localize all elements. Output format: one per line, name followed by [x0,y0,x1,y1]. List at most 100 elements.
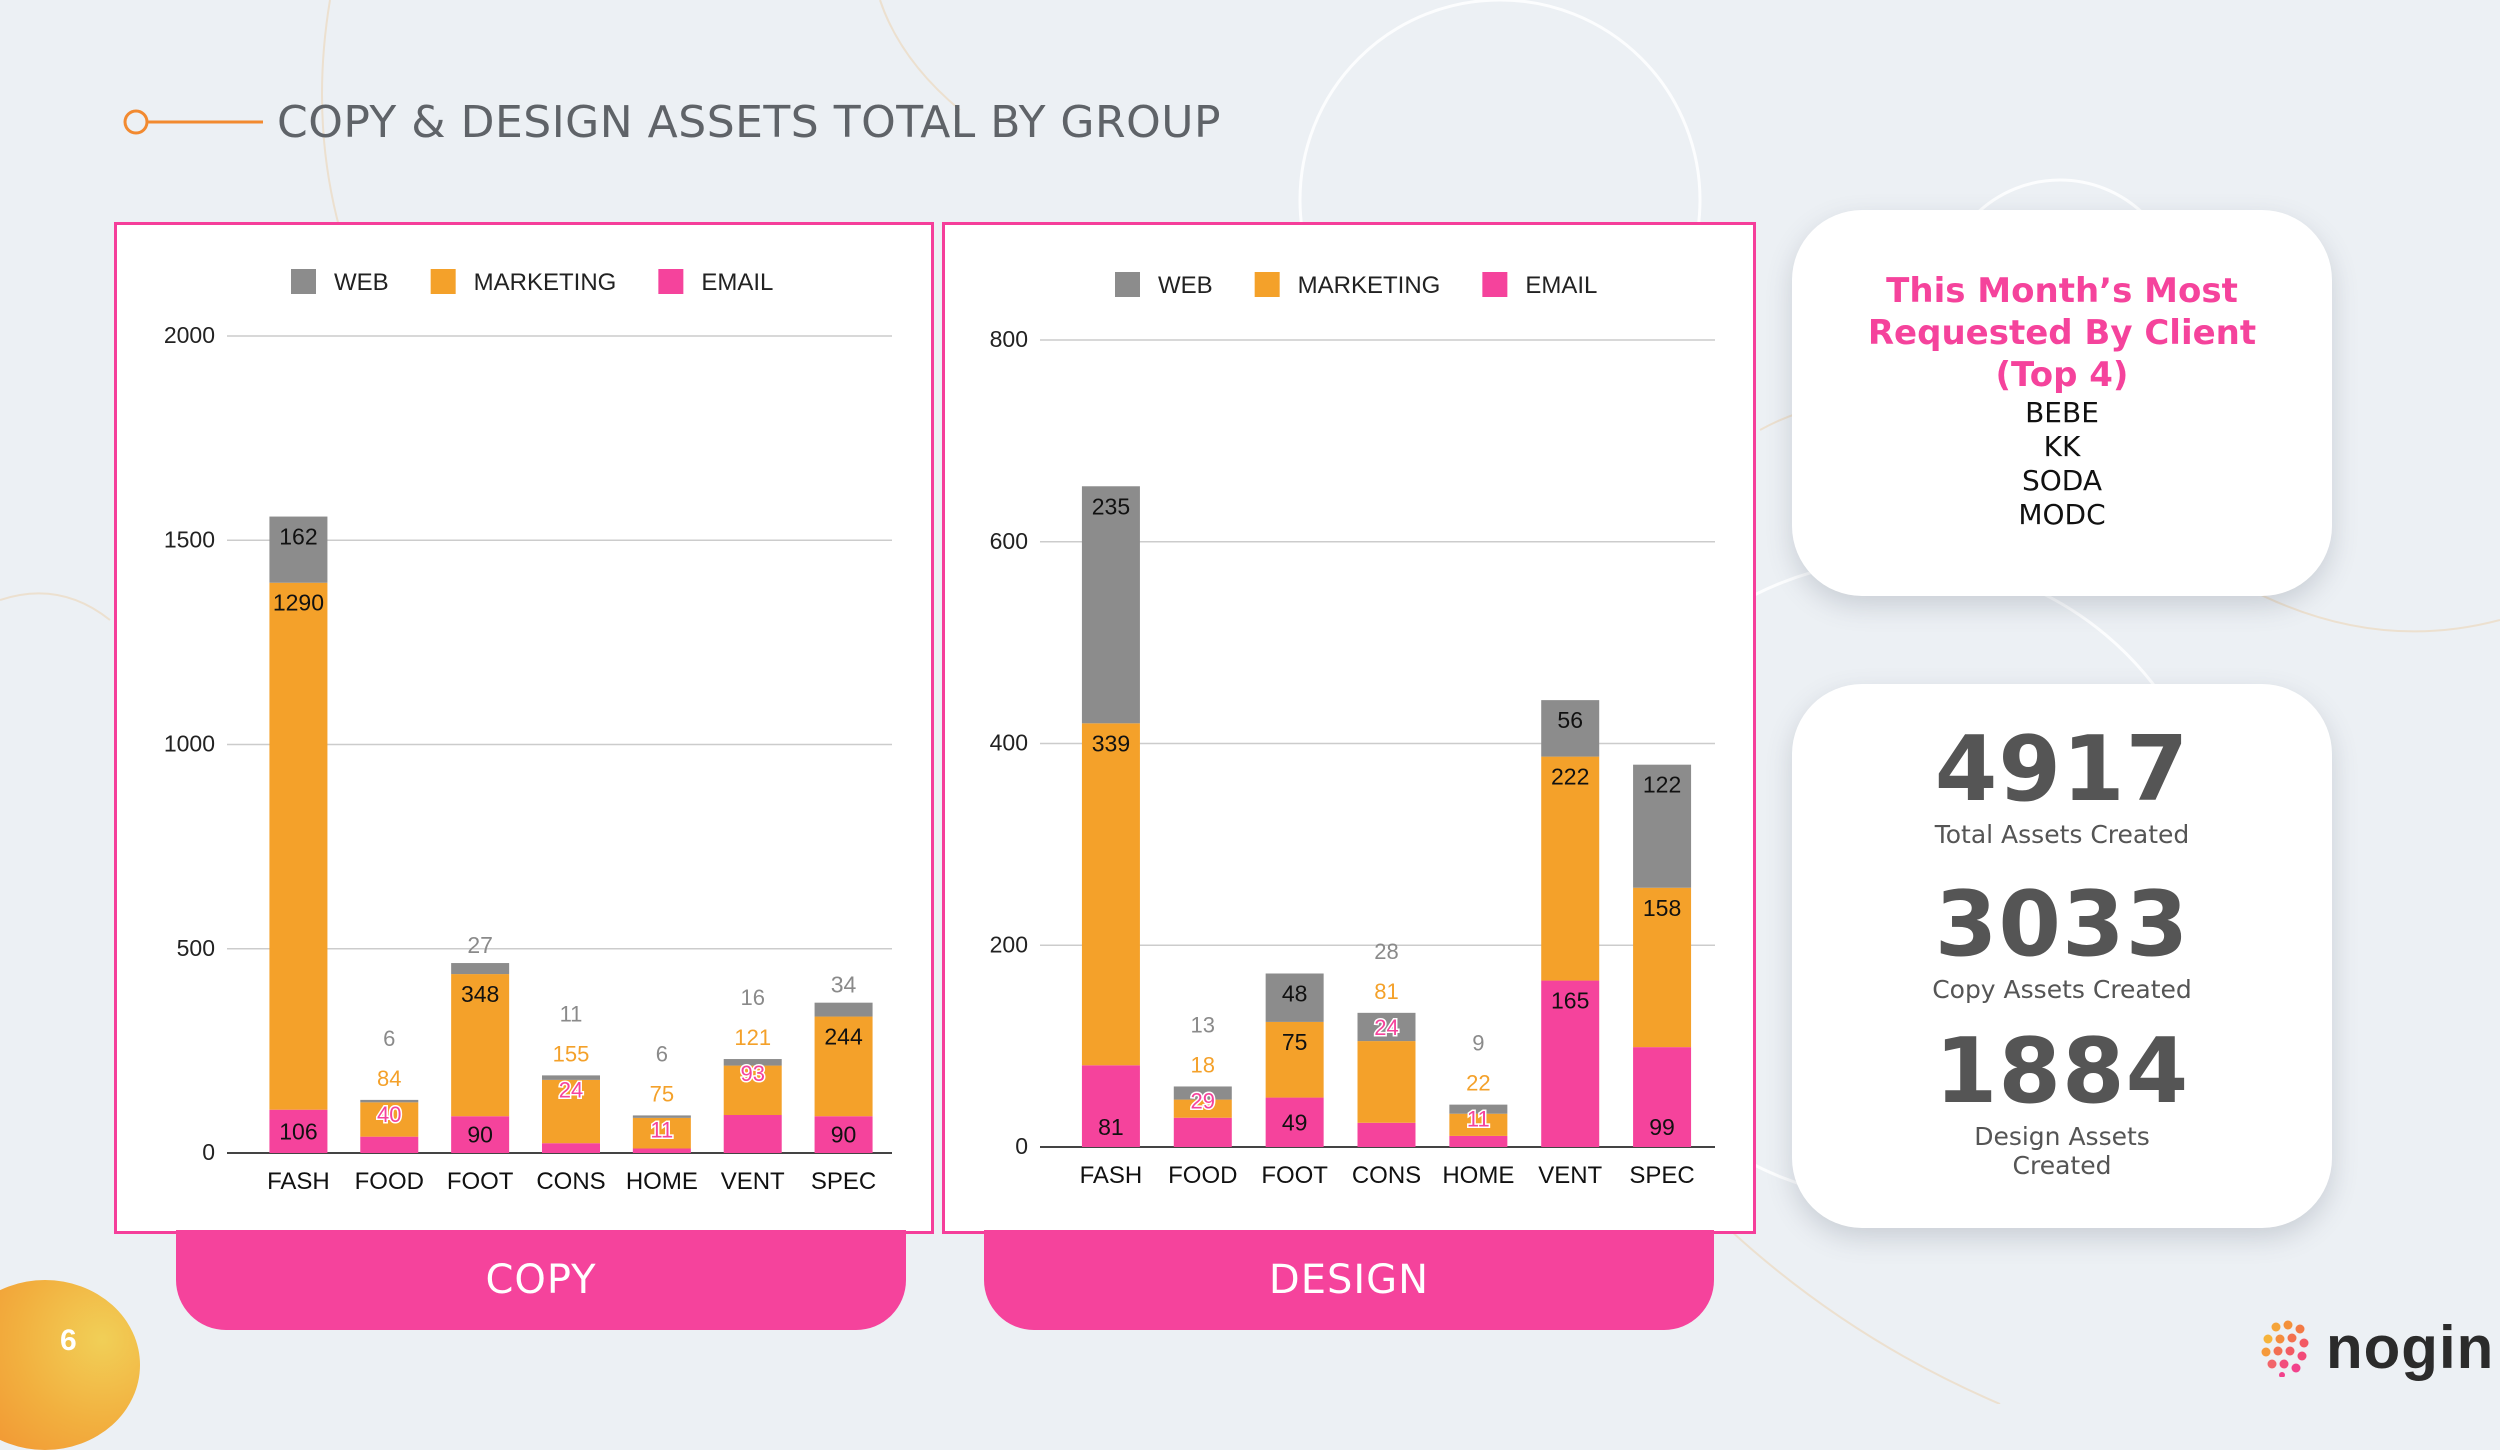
legend-label: MARKETING [1298,272,1441,299]
data-label: 121 [734,1025,771,1050]
title-connector-icon [123,109,263,135]
data-label: 24 [559,1077,583,1102]
legend-swatch [658,269,684,294]
bar-email [723,1115,782,1153]
bar-marketing [542,1079,600,1144]
bar-web [542,1075,600,1080]
client-item: KK [2043,430,2081,463]
x-tick-label: FOOT [447,1168,514,1195]
x-tick-label: VENT [1538,1162,1602,1189]
data-label: 6 [383,1026,395,1051]
legend-swatch [1115,272,1140,297]
design-chart-panel: 0 200 400 600 800 WEB MARKETING EMAIL 81 339 235 FA… [942,222,1756,1234]
stat-label: Design Assets Created [1974,1122,2150,1180]
top-clients-card: This Month’s Most Requested By Client (T… [1792,210,2332,596]
data-label: 11 [650,1117,673,1142]
data-label: 22 [1466,1071,1490,1096]
copy-tab[interactable]: COPY [176,1230,906,1330]
bar-web [269,516,328,583]
bar-marketing [814,1016,873,1117]
data-label: 49 [1282,1109,1308,1135]
bar-email [451,1116,510,1153]
bar-marketing [360,1102,419,1137]
data-label: 162 [279,524,317,550]
data-label: 75 [1282,1029,1308,1055]
data-label: 29 [1191,1088,1215,1113]
y-tick-label: 500 [177,935,215,961]
x-tick-label: VENT [721,1168,785,1195]
x-tick-label: SPEC [811,1168,876,1195]
bar-marketing [1449,1113,1508,1136]
page-number: 6 [60,1324,77,1357]
data-label: 158 [1643,895,1681,921]
data-label: 6 [656,1041,668,1066]
legend-label: EMAIL [1525,272,1597,299]
data-label: 27 [467,932,493,958]
bar-email [1541,980,1600,1147]
data-label: 222 [1551,764,1589,790]
data-label: 40 [377,1102,401,1127]
bar-web [1081,486,1140,724]
bar-marketing [269,582,328,1110]
bar-marketing [1081,723,1140,1066]
data-label: 90 [831,1122,857,1148]
data-label: 244 [824,1024,863,1050]
data-label: 9 [1472,1031,1484,1056]
bar-email [632,1148,691,1153]
data-label: 11 [1467,1107,1490,1132]
y-tick-label: 800 [990,326,1028,352]
data-label: 81 [1374,979,1398,1004]
design-chart: 0 200 400 600 800 WEB MARKETING EMAIL 81 339 235 FA… [990,272,1715,1189]
legend-swatch [430,269,456,294]
stat-total-assets: 4917 Total Assets Created [1792,717,2332,850]
nogin-logo-icon [2261,1320,2309,1377]
data-label: 24 [1374,1015,1398,1040]
x-tick-label: FASH [1080,1162,1143,1189]
data-label: 90 [467,1122,493,1148]
y-tick-label: 400 [990,730,1028,756]
data-label: 56 [1557,707,1583,733]
copy-chart-panel: 0 500 1000 1500 2000 WEB MARKETING EMAIL 106 1290… [114,222,934,1234]
y-tick-label: 200 [990,931,1028,957]
y-tick-label: 1000 [164,731,215,757]
bar-marketing [1541,756,1600,981]
data-label: 34 [831,972,857,998]
brand-name: nogin [2326,1314,2495,1381]
data-label: 99 [1649,1114,1675,1140]
bar-web [1173,1086,1232,1100]
bar-email [1265,1097,1324,1147]
data-label: 165 [1551,988,1589,1014]
bar-marketing [1265,1021,1324,1098]
data-label: 339 [1092,730,1130,756]
bar-web [632,1115,691,1118]
x-tick-label: CONS [536,1168,605,1195]
bar-web [723,1059,782,1066]
data-label: 106 [279,1118,317,1144]
client-list: BEBE KK SODA MODC [1792,396,2332,532]
bar-web [1633,764,1692,888]
legend-swatch [1482,272,1508,297]
bar-email [1449,1135,1508,1147]
stat-value: 3033 [1934,872,2190,977]
x-tick-label: FASH [267,1168,330,1195]
y-tick-label: 0 [202,1139,215,1165]
bar-marketing [451,974,510,1117]
stat-value: 4917 [1934,717,2190,822]
bar-web [360,1099,419,1103]
top-clients-title: This Month’s Most Requested By Client (T… [1867,271,2257,395]
x-tick-label: FOOD [355,1168,424,1195]
x-tick-label: HOME [1442,1162,1514,1189]
bar-web [1265,973,1324,1022]
data-label: 18 [1191,1052,1215,1077]
design-tab[interactable]: DESIGN [984,1230,1714,1330]
page-title: COPY & DESIGN ASSETS TOTAL BY GROUP [277,96,1221,148]
legend-label: EMAIL [701,269,773,296]
bar-email [269,1109,328,1153]
stat-value: 1884 [1934,1019,2190,1124]
x-tick-label: FOOT [1261,1162,1328,1189]
data-label: 93 [740,1061,764,1086]
y-tick-label: 1500 [164,526,215,552]
client-item: BEBE [2025,396,2099,429]
stat-label: Total Assets Created [1934,820,2190,849]
y-tick-label: 2000 [164,322,215,348]
